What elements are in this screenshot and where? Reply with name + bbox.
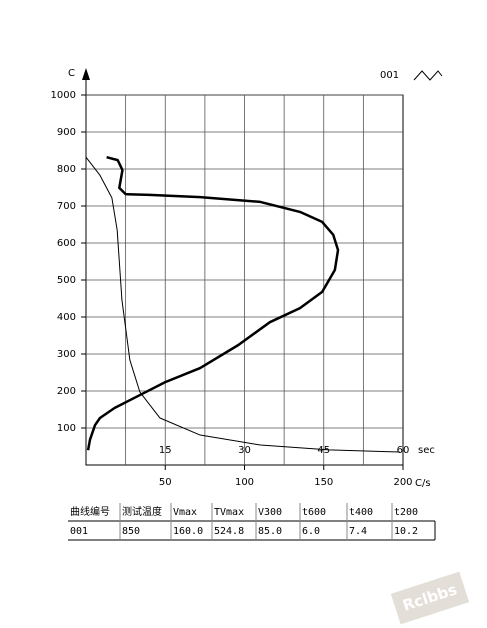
y-tick-label: 900 [57,127,76,138]
y-tick-label: 300 [57,349,76,360]
table-header-cell: t200 [394,507,418,518]
x2-tick-label: 45 [317,445,330,456]
table-cell: 524.8 [214,526,244,537]
y-tick-label: 500 [57,275,76,286]
legend-icon [413,70,443,81]
table-header-cell: t400 [349,507,373,518]
line [85,156,400,453]
y-tick-label: 700 [57,201,76,212]
y-axis-label: C [68,68,75,79]
x-tick-label: 50 [159,477,172,488]
x2-tick-label: 15 [159,445,172,456]
table-header-cell: t600 [302,507,326,518]
y-tick-label: 600 [57,238,76,249]
table-header-cell: TVmax [214,507,244,518]
table-cell: 6.0 [302,526,320,537]
y-tick-label: 400 [57,312,76,323]
x-tick-label: 150 [314,477,333,488]
x2-tick-label: 30 [238,445,251,456]
x2-axis-label: sec [418,445,435,456]
table-cell: 7.4 [349,526,367,537]
y-tick-label: 200 [57,386,76,397]
y-axis-arrow [82,68,90,80]
table-cell: 10.2 [394,526,418,537]
table: 曲线编号 测试温度 Vmax TVmax V300 t600 t400 t200 001 850 1… [68,503,436,541]
x-axis-label: C/s [415,478,431,489]
table-header-cell: 测试温度 [122,505,162,518]
legend-label: 001 [380,70,399,81]
x-tick-label: 100 [235,477,254,488]
y-tick-label: 800 [57,164,76,175]
line [86,155,340,451]
table-header-cell: 曲线编号 [70,505,110,518]
table-cell: 001 [70,526,88,537]
table-cell: 160.0 [173,526,203,537]
table-cell: 85.0 [258,526,282,537]
x-tick-label: 200 [393,477,412,488]
table-cell: 850 [122,526,140,537]
table-header-cell: V300 [258,507,282,518]
watermark: Rclbbs [390,571,470,625]
x2-tick-label: 60 [397,445,410,456]
y-tick-label: 100 [57,423,76,434]
table-header-cell: Vmax [173,507,197,518]
watermark-box [390,571,470,625]
y-tick-label: 1000 [51,90,76,101]
